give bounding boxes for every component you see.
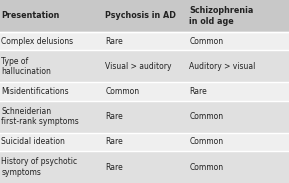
Bar <box>0 0 289 32</box>
Text: Rare: Rare <box>105 112 123 121</box>
Text: Complex delusions: Complex delusions <box>1 37 74 46</box>
Text: Misidentifications: Misidentifications <box>1 87 69 96</box>
Bar <box>0 82 289 101</box>
Text: Auditory > visual: Auditory > visual <box>189 62 256 71</box>
Text: Common: Common <box>189 137 223 146</box>
Bar <box>0 133 289 151</box>
Text: Rare: Rare <box>105 37 123 46</box>
Text: Rare: Rare <box>189 87 207 96</box>
Bar <box>0 151 289 183</box>
Text: Suicidal ideation: Suicidal ideation <box>1 137 65 146</box>
Text: Common: Common <box>189 112 223 121</box>
Text: Rare: Rare <box>105 137 123 146</box>
Text: Rare: Rare <box>105 163 123 172</box>
Text: Common: Common <box>105 87 140 96</box>
Text: Visual > auditory: Visual > auditory <box>105 62 172 71</box>
Bar <box>0 32 289 50</box>
Text: History of psychotic
symptoms: History of psychotic symptoms <box>1 157 77 177</box>
Bar <box>0 50 289 82</box>
Bar <box>0 101 289 133</box>
Text: Schneiderian
first-rank symptoms: Schneiderian first-rank symptoms <box>1 107 79 126</box>
Text: Psychosis in AD: Psychosis in AD <box>105 11 176 20</box>
Text: Presentation: Presentation <box>1 11 60 20</box>
Text: Schizophrenia
in old age: Schizophrenia in old age <box>189 6 254 26</box>
Text: Common: Common <box>189 163 223 172</box>
Text: Common: Common <box>189 37 223 46</box>
Text: Type of
hallucination: Type of hallucination <box>1 57 51 76</box>
